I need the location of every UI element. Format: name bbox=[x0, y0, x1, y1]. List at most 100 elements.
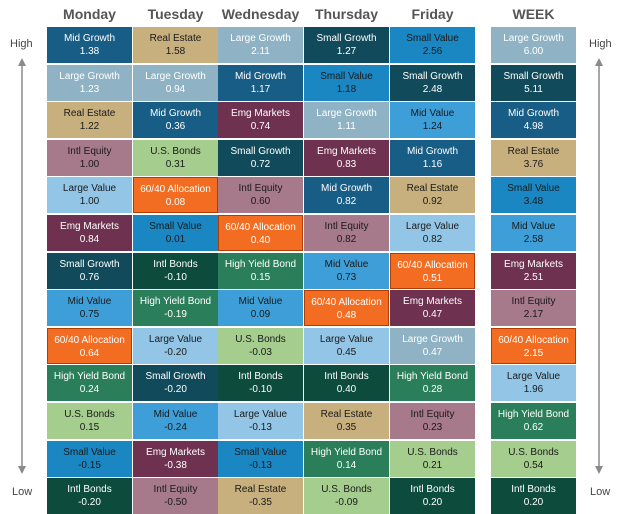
asset-return-value: 0.47 bbox=[422, 346, 443, 358]
asset-cell: Emg Markets 0.83 bbox=[304, 139, 389, 176]
asset-return-value: 0.28 bbox=[422, 384, 443, 396]
asset-cell: High Yield Bond 0.15 bbox=[218, 252, 303, 289]
asset-return-value: 1.24 bbox=[422, 121, 443, 133]
asset-name: Intl Bonds bbox=[324, 371, 369, 383]
asset-name: Intl Equity bbox=[153, 484, 198, 496]
asset-return-value: -0.20 bbox=[78, 497, 101, 509]
ranking-arrow-right bbox=[595, 58, 603, 474]
asset-cell: Intl Bonds -0.10 bbox=[133, 252, 218, 289]
asset-return-value: 0.35 bbox=[336, 422, 357, 433]
asset-cell: Large Growth 0.94 bbox=[133, 64, 218, 101]
asset-name: Real Estate bbox=[234, 484, 287, 496]
high-label-right: High bbox=[589, 38, 612, 50]
asset-cell: Mid Growth 0.82 bbox=[304, 177, 389, 214]
asset-name: Mid Value bbox=[511, 221, 556, 232]
asset-cell: Small Growth 5.11 bbox=[491, 64, 576, 101]
asset-name: High Yield Bond bbox=[396, 371, 469, 383]
asset-return-value: 0.82 bbox=[336, 196, 357, 208]
asset-return-value: 0.64 bbox=[79, 347, 100, 359]
asset-return-value: -0.13 bbox=[249, 422, 272, 433]
asset-cell: Emg Markets 2.51 bbox=[491, 252, 576, 289]
asset-return-value: 0.40 bbox=[336, 384, 357, 396]
asset-name: 60/40 Allocation bbox=[225, 222, 296, 233]
asset-name: Intl Bonds bbox=[238, 371, 283, 383]
asset-return-value: 0.62 bbox=[523, 422, 544, 433]
asset-return-value: 0.36 bbox=[165, 121, 186, 133]
asset-name: Small Value bbox=[234, 446, 287, 458]
asset-name: Real Estate bbox=[63, 108, 116, 120]
asset-return-value: 0.47 bbox=[422, 309, 443, 321]
asset-cell: Small Value 1.18 bbox=[304, 64, 389, 101]
asset-return-value: 0.01 bbox=[165, 234, 186, 245]
asset-name: Mid Value bbox=[67, 296, 112, 308]
asset-return-value: 0.48 bbox=[336, 310, 357, 322]
asset-cell: Small Growth 0.72 bbox=[218, 139, 303, 176]
asset-name: High Yield Bond bbox=[139, 296, 212, 308]
asset-cell: High Yield Bond 0.14 bbox=[304, 440, 389, 477]
asset-return-value: -0.09 bbox=[335, 497, 358, 509]
asset-return-value: 0.15 bbox=[79, 422, 100, 433]
asset-cell: Intl Equity 0.23 bbox=[390, 403, 475, 439]
asset-cell: Mid Value -0.24 bbox=[133, 403, 218, 439]
asset-cell: Mid Growth 1.16 bbox=[390, 139, 475, 176]
asset-name: High Yield Bond bbox=[224, 258, 297, 270]
asset-cell: 60/40 Allocation 0.48 bbox=[304, 290, 389, 327]
asset-name: Small Growth bbox=[145, 371, 206, 383]
asset-cell: Intl Bonds -0.10 bbox=[218, 365, 303, 402]
asset-cell: Emg Markets -0.38 bbox=[133, 440, 218, 477]
column-header-tuesday: Tuesday bbox=[147, 6, 204, 22]
asset-cell: U.S. Bonds -0.09 bbox=[304, 478, 389, 514]
asset-return-value: 0.73 bbox=[336, 271, 357, 283]
asset-cell: Large Growth 1.23 bbox=[47, 64, 132, 101]
asset-name: Mid Growth bbox=[320, 183, 373, 195]
asset-name: Large Growth bbox=[503, 33, 564, 44]
asset-return-value: 0.94 bbox=[165, 83, 186, 95]
asset-return-value: 2.15 bbox=[523, 347, 544, 359]
arrow-down-icon bbox=[595, 466, 603, 474]
asset-cell: Large Growth 1.11 bbox=[304, 102, 389, 139]
asset-return-value: 0.74 bbox=[250, 121, 271, 133]
asset-return-value: 0.31 bbox=[165, 158, 186, 170]
asset-return-value: 1.16 bbox=[422, 158, 443, 170]
asset-name: U.S. Bonds bbox=[508, 446, 559, 458]
asset-name: Small Growth bbox=[503, 70, 564, 82]
asset-cell: 60/40 Allocation 0.64 bbox=[47, 327, 132, 364]
asset-name: Emg Markets bbox=[504, 258, 563, 270]
asset-cell: Small Value 2.56 bbox=[390, 27, 475, 63]
asset-name: U.S. Bonds bbox=[407, 446, 458, 458]
asset-return-value: 6.00 bbox=[523, 46, 544, 57]
asset-cell: Small Value 0.01 bbox=[133, 215, 218, 251]
asset-cell: Real Estate 0.35 bbox=[304, 403, 389, 439]
asset-return-value: 1.23 bbox=[79, 83, 100, 95]
asset-cell: U.S. Bonds 0.54 bbox=[491, 440, 576, 477]
asset-cell: U.S. Bonds 0.15 bbox=[47, 403, 132, 439]
asset-name: U.S. Bonds bbox=[150, 145, 201, 157]
asset-return-value: 1.18 bbox=[336, 83, 357, 95]
asset-name: 60/40 Allocation bbox=[311, 297, 382, 309]
asset-name: Emg Markets bbox=[146, 446, 205, 458]
asset-name: High Yield Bond bbox=[53, 371, 126, 383]
asset-cell: Intl Equity -0.50 bbox=[133, 478, 218, 514]
asset-name: 60/40 Allocation bbox=[498, 334, 569, 346]
asset-cell: Large Growth 0.47 bbox=[390, 327, 475, 364]
column-header-friday: Friday bbox=[411, 6, 454, 22]
asset-return-value: -0.24 bbox=[164, 422, 187, 433]
arrow-down-icon bbox=[18, 466, 26, 474]
asset-return-value: 1.58 bbox=[165, 46, 186, 57]
asset-cell: Large Growth 2.11 bbox=[218, 27, 303, 63]
asset-name: Mid Growth bbox=[234, 70, 287, 82]
asset-return-value: 0.82 bbox=[422, 234, 443, 245]
asset-name: Intl Bonds bbox=[153, 258, 198, 270]
asset-cell: High Yield Bond -0.19 bbox=[133, 290, 218, 327]
asset-name: High Yield Bond bbox=[310, 446, 383, 458]
asset-return-value: 0.24 bbox=[79, 384, 100, 396]
asset-return-value: 1.27 bbox=[336, 46, 357, 57]
asset-cell: Small Growth -0.20 bbox=[133, 365, 218, 402]
asset-cell: Intl Bonds -0.20 bbox=[47, 478, 132, 514]
asset-cell: Intl Bonds 0.40 bbox=[304, 365, 389, 402]
arrow-up-icon bbox=[595, 58, 603, 66]
asset-return-value: -0.10 bbox=[164, 271, 187, 283]
asset-name: Small Growth bbox=[402, 70, 463, 82]
asset-return-value: 5.11 bbox=[524, 83, 543, 95]
